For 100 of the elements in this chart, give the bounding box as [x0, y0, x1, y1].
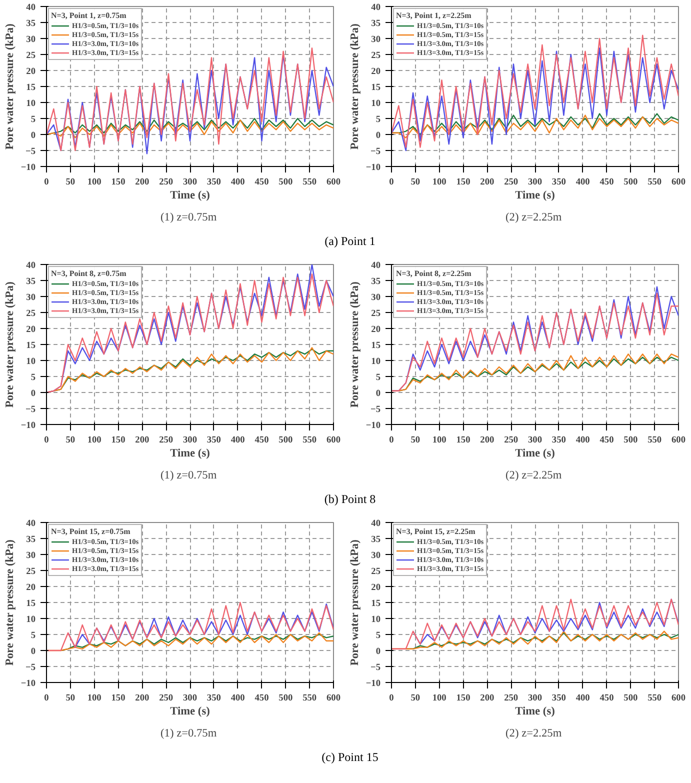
y-tick-label: 20	[371, 67, 381, 77]
legend-title: N=3, Point 8, z=0.75m	[51, 269, 128, 278]
y-tick-label: 30	[371, 293, 381, 303]
x-tick-label: 400	[576, 178, 590, 188]
y-tick-label: 10	[26, 357, 36, 367]
y-tick-label: 0	[376, 389, 381, 399]
y-tick-label: 40	[371, 519, 381, 529]
x-tick-label: 0	[44, 178, 50, 188]
y-tick-label: 5	[376, 373, 381, 383]
x-tick-label: 500	[278, 178, 293, 188]
x-tick-label: 150	[111, 436, 126, 446]
x-tick-label: 50	[410, 178, 420, 188]
x-tick-label: 250	[159, 178, 174, 188]
x-tick-label: 300	[528, 436, 542, 446]
x-tick-label: 50	[66, 694, 76, 704]
y-tick-label: 25	[26, 309, 36, 319]
x-tick-label: 550	[302, 178, 317, 188]
legend-title: N=3, Point 1, z=0.75m	[51, 11, 128, 20]
y-tick-label: 30	[26, 293, 36, 303]
y-tick-label: 35	[371, 19, 381, 29]
text: (1) z=0.75m	[160, 470, 217, 482]
x-tick-label: 550	[648, 694, 662, 704]
x-tick-label: 450	[600, 694, 614, 704]
x-tick-label: 450	[600, 178, 614, 188]
x-tick-label: 600	[672, 436, 686, 446]
x-tick-label: 0	[389, 694, 394, 704]
y-tick-label: 20	[371, 325, 381, 335]
y-tick-label: 5	[30, 115, 36, 125]
x-tick-label: 100	[432, 178, 447, 188]
x-tick-label: 100	[432, 694, 447, 704]
x-tick-label: 150	[456, 436, 471, 446]
text: (2) z=2.25m	[506, 728, 562, 740]
y-tick-label: 20	[26, 583, 36, 593]
x-tick-label: 400	[230, 436, 246, 446]
y-tick-label: 10	[371, 99, 381, 109]
y-axis-title: Pore water pressure (kPa)	[348, 23, 361, 150]
y-tick-label: −5	[26, 405, 36, 415]
x-tick-label: 350	[206, 694, 222, 704]
x-tick-label: 450	[254, 178, 270, 188]
x-tick-label: 50	[66, 436, 76, 446]
x-tick-label: 0	[44, 694, 50, 704]
x-tick-label: 250	[504, 178, 518, 188]
x-tick-label: 550	[302, 436, 317, 446]
x-tick-label: 450	[600, 436, 614, 446]
x-tick-label: 150	[456, 178, 471, 188]
y-tick-label: 25	[371, 309, 381, 319]
x-tick-label: 100	[87, 178, 102, 188]
x-tick-label: 0	[389, 436, 394, 446]
x-tick-label: 350	[552, 436, 566, 446]
y-tick-label: 15	[371, 341, 381, 351]
y-tick-label: 25	[371, 51, 381, 61]
y-axis-title: Pore water pressure (kPa)	[348, 281, 361, 408]
y-tick-label: −10	[366, 163, 381, 173]
y-tick-label: 25	[26, 51, 36, 61]
y-axis-title: Pore water pressure (kPa)	[348, 539, 361, 666]
x-tick-label: 500	[624, 436, 638, 446]
x-tick-label: 150	[456, 694, 471, 704]
x-axis-title: Time (s)	[170, 190, 210, 202]
x-tick-label: 600	[672, 694, 686, 704]
x-tick-label: 200	[480, 178, 494, 188]
y-tick-label: −5	[26, 663, 36, 673]
x-tick-label: 250	[504, 694, 518, 704]
x-tick-label: 200	[135, 694, 150, 704]
y-tick-label: 30	[26, 551, 36, 561]
x-tick-label: 500	[624, 178, 638, 188]
x-tick-label: 50	[410, 436, 420, 446]
x-tick-label: 550	[648, 178, 662, 188]
x-tick-label: 350	[206, 178, 222, 188]
x-tick-label: 0	[44, 436, 50, 446]
text: (2) z=2.25m	[506, 212, 562, 224]
x-tick-label: 400	[230, 178, 246, 188]
x-tick-label: 300	[528, 178, 542, 188]
legend-title: N=3, Point 1, z=2.25m	[396, 11, 472, 20]
y-tick-label: 10	[371, 357, 381, 367]
y-tick-label: 5	[30, 373, 36, 383]
x-tick-label: 450	[254, 694, 270, 704]
y-tick-label: 0	[30, 131, 36, 141]
x-tick-label: 350	[552, 694, 566, 704]
line-series	[392, 598, 678, 650]
x-axis-title: Time (s)	[515, 190, 556, 202]
y-tick-label: 35	[26, 19, 36, 29]
x-tick-label: 200	[135, 178, 150, 188]
legend-title: N=3, Point 8, z=2.25m	[396, 269, 472, 278]
y-tick-label: 35	[371, 535, 381, 545]
x-axis-title: Time (s)	[515, 706, 556, 718]
x-tick-label: 200	[480, 694, 494, 704]
x-tick-label: 100	[87, 436, 102, 446]
x-tick-label: 450	[254, 436, 270, 446]
x-tick-label: 0	[389, 178, 394, 188]
y-tick-label: 25	[26, 567, 36, 577]
y-tick-label: 35	[371, 277, 381, 287]
x-tick-label: 550	[648, 436, 662, 446]
x-tick-label: 250	[159, 694, 174, 704]
x-tick-label: 300	[183, 436, 198, 446]
y-tick-label: −5	[26, 147, 36, 157]
y-tick-label: −5	[370, 147, 381, 157]
y-tick-label: 20	[371, 583, 381, 593]
y-tick-label: 0	[30, 647, 36, 657]
y-tick-label: 15	[26, 599, 36, 609]
text: (a) Point 1	[324, 233, 376, 250]
